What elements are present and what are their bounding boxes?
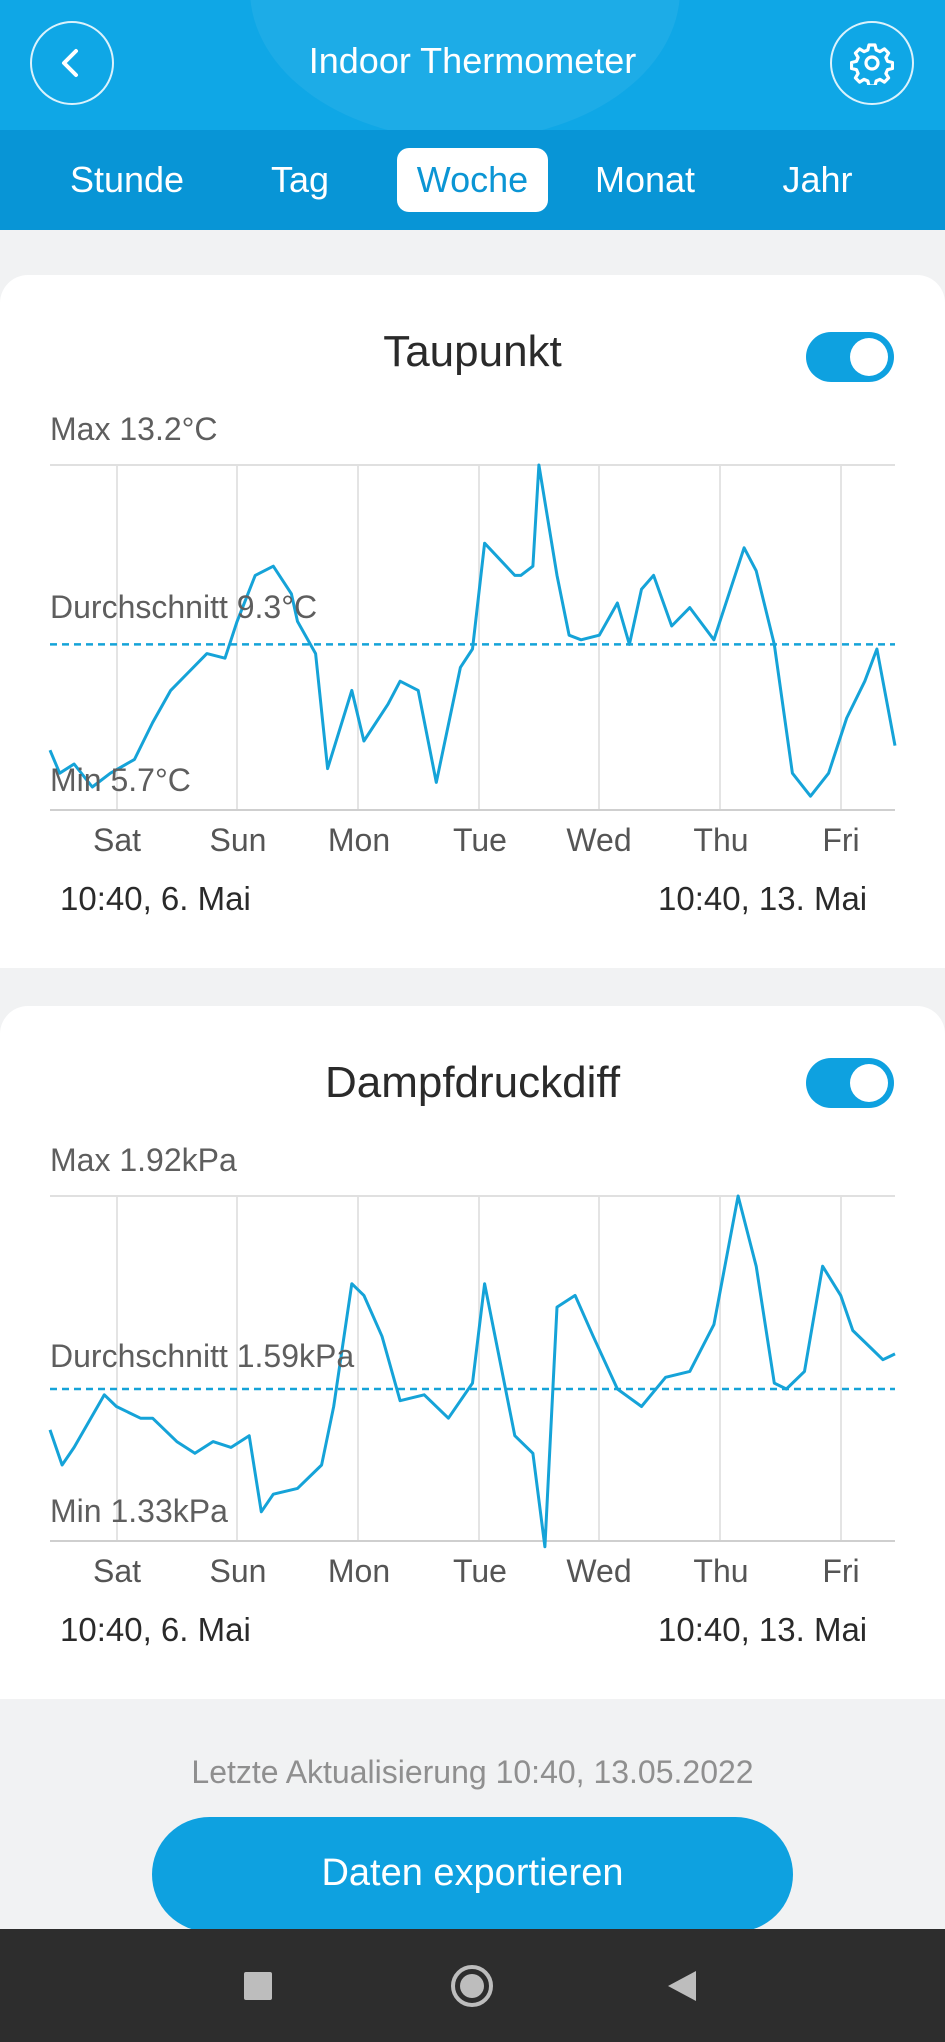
day-label: Tue	[453, 1553, 507, 1589]
average-label: Durchschnitt 9.3°C	[50, 589, 318, 625]
last-updated-label: Letzte Aktualisierung 10:40, 13.05.2022	[191, 1754, 754, 1790]
chevron-left-icon	[62, 49, 78, 77]
day-label: Fri	[822, 822, 860, 858]
dewpoint-card: Taupunkt Max 13.2°C Durchschnitt 9.3°C M…	[0, 275, 945, 968]
app-header: Indoor Thermometer	[0, 0, 945, 130]
day-label: Wed	[566, 822, 632, 858]
end-date: 10:40, 13. Mai	[658, 1611, 868, 1648]
end-date: 10:40, 13. Mai	[658, 880, 868, 917]
series-line	[48, 1194, 896, 1549]
day-label: Fri	[822, 1553, 860, 1589]
max-label: Max 13.2°C	[50, 411, 218, 447]
day-label: Wed	[566, 1553, 632, 1589]
page-title: Indoor Thermometer	[308, 40, 637, 81]
day-label: Thu	[693, 1553, 749, 1589]
day-label: Thu	[693, 822, 749, 858]
start-date: 10:40, 6. Mai	[60, 880, 251, 917]
time-range-tabs: Stunde Tag Woche Monat Jahr	[0, 130, 945, 230]
vpd-card: Dampfdruckdiff Max 1.92kPa Durchschnitt …	[0, 1006, 945, 1699]
tab-woche[interactable]: Woche	[397, 148, 548, 212]
day-label: Sat	[92, 1553, 142, 1589]
tab-monat[interactable]: Monat	[594, 159, 696, 200]
chart-title: Dampfdruckdiff	[324, 1058, 621, 1107]
chart-title: Taupunkt	[383, 327, 562, 376]
tab-tag[interactable]: Tag	[270, 159, 330, 200]
average-label: Durchschnitt 1.59kPa	[50, 1338, 355, 1374]
start-date: 10:40, 6. Mai	[60, 1611, 251, 1648]
dewpoint-toggle[interactable]	[806, 332, 894, 382]
max-label: Max 1.92kPa	[50, 1142, 237, 1178]
tab-jahr[interactable]: Jahr	[782, 159, 853, 200]
export-data-button[interactable]: Daten exportieren	[152, 1817, 793, 1932]
gear-icon	[850, 43, 894, 85]
toggle-knob	[850, 338, 888, 376]
day-label: Mon	[327, 822, 391, 858]
back-button[interactable]	[30, 21, 114, 105]
day-label: Tue	[453, 822, 507, 858]
min-label: Min 5.7°C	[50, 762, 191, 798]
vpd-chart	[48, 1194, 896, 1549]
vpd-toggle[interactable]	[806, 1058, 894, 1108]
day-label: Sat	[92, 822, 142, 858]
series-line	[48, 463, 897, 798]
export-button-label: Daten exportieren	[321, 1852, 624, 1894]
system-navigation-bar	[0, 1929, 945, 2042]
last-updated-text: Letzte Aktualisierung 10:40, 13.05.2022	[0, 1754, 945, 1791]
day-label: Sun	[209, 822, 267, 858]
tab-stunde[interactable]: Stunde	[69, 159, 185, 200]
day-label: Mon	[327, 1553, 391, 1589]
back-nav-icon[interactable]	[666, 1969, 698, 2003]
min-label: Min 1.33kPa	[50, 1493, 228, 1529]
recent-apps-icon[interactable]	[243, 1971, 273, 2001]
toggle-knob	[850, 1064, 888, 1102]
dewpoint-chart	[48, 463, 897, 811]
home-icon[interactable]	[449, 1963, 495, 2009]
day-label: Sun	[209, 1553, 267, 1589]
settings-button[interactable]	[830, 21, 914, 105]
